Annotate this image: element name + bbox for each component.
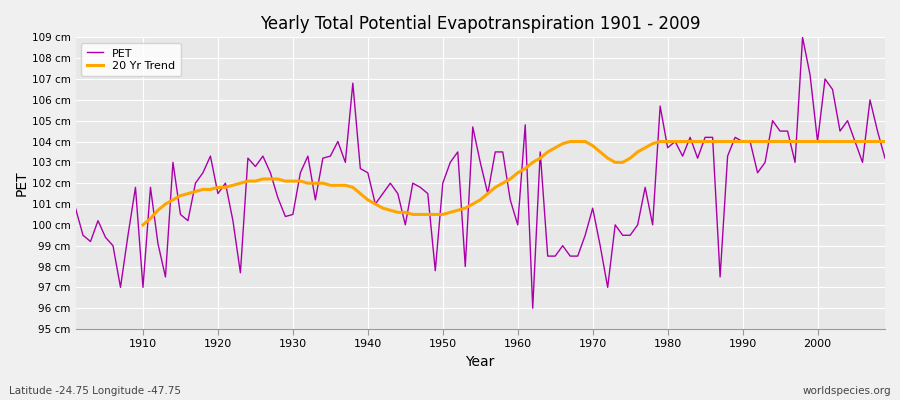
PET <box>797 35 808 40</box>
Title: Yearly Total Potential Evapotranspiration 1901 - 2009: Yearly Total Potential Evapotranspiratio… <box>260 15 700 33</box>
Text: Latitude -24.75 Longitude -47.75: Latitude -24.75 Longitude -47.75 <box>9 386 181 396</box>
X-axis label: Year: Year <box>465 355 495 369</box>
20 Yr Trend <box>138 222 148 227</box>
Legend: PET, 20 Yr Trend: PET, 20 Yr Trend <box>81 43 181 76</box>
Line: PET: PET <box>76 37 885 308</box>
20 Yr Trend <box>520 166 531 171</box>
20 Yr Trend <box>310 181 320 186</box>
PET <box>512 222 523 227</box>
PET <box>340 160 351 165</box>
Line: 20 Yr Trend: 20 Yr Trend <box>143 142 885 225</box>
PET <box>610 222 621 227</box>
20 Yr Trend <box>827 139 838 144</box>
20 Yr Trend <box>879 139 890 144</box>
20 Yr Trend <box>565 139 576 144</box>
PET <box>295 170 306 175</box>
PET <box>879 156 890 160</box>
20 Yr Trend <box>850 139 860 144</box>
PET <box>70 206 81 210</box>
20 Yr Trend <box>588 143 598 148</box>
Y-axis label: PET: PET <box>15 170 29 196</box>
PET <box>130 185 141 190</box>
Text: worldspecies.org: worldspecies.org <box>803 386 891 396</box>
PET <box>527 306 538 310</box>
PET <box>505 198 516 202</box>
20 Yr Trend <box>280 179 291 184</box>
